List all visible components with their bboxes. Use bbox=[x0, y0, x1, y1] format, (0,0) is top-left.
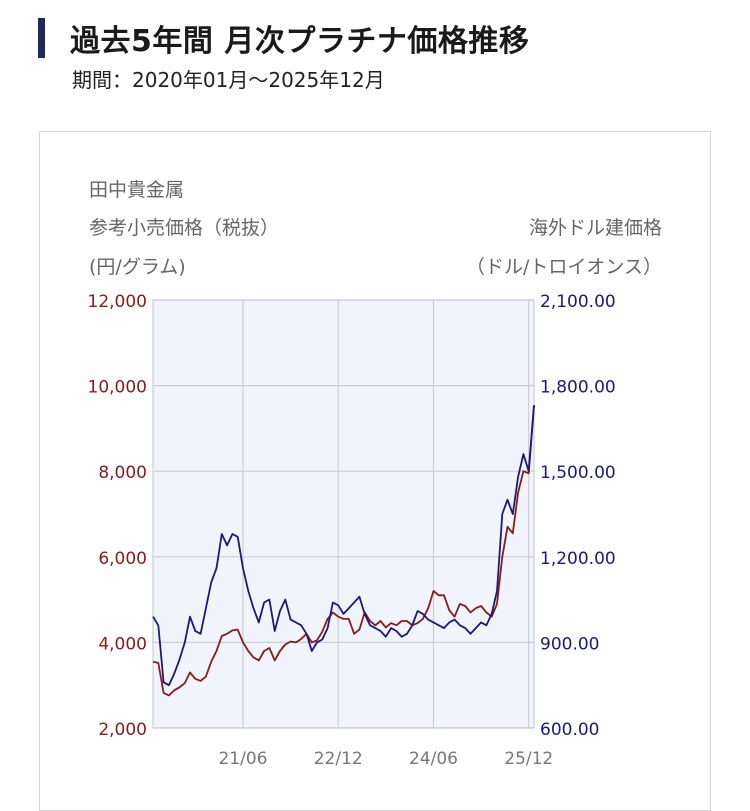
left-y-tick-label: 8,000 bbox=[98, 463, 147, 483]
left-axis-label-line1: 田中貴金属 bbox=[89, 179, 185, 201]
right-y-tick-label: 2,100.00 bbox=[540, 292, 616, 312]
x-tick-label: 22/12 bbox=[314, 749, 363, 769]
left-axis-label-line3: (円/グラム) bbox=[89, 256, 186, 278]
left-axis-label-line2: 参考小売価格（税抜） bbox=[89, 217, 280, 239]
plot-area bbox=[153, 300, 534, 728]
price-chart: 21/06 22/12 24/06 25/12 2,000 4,000 6,000 8,000… bbox=[88, 292, 616, 769]
period-text: 期間：2020年01月〜2025年12月 bbox=[72, 68, 385, 92]
x-tick-label: 24/06 bbox=[409, 749, 458, 769]
plot-border bbox=[152, 299, 535, 729]
series-line-jpy bbox=[152, 404, 535, 697]
left-y-tick-label: 10,000 bbox=[88, 378, 147, 398]
right-y-tick-label: 900.00 bbox=[540, 634, 599, 654]
right-y-tick-label: 1,800.00 bbox=[540, 378, 616, 398]
right-y-tick-label: 600.00 bbox=[540, 720, 599, 740]
left-y-tick-label: 12,000 bbox=[88, 292, 147, 312]
x-tick-label: 21/06 bbox=[218, 749, 267, 769]
title-accent-bar bbox=[38, 18, 45, 58]
right-axis-label-line1: 海外ドル建価格 bbox=[528, 217, 662, 239]
left-y-tick-label: 6,000 bbox=[98, 549, 147, 569]
page-title: 過去5年間 月次プラチナ価格推移 bbox=[70, 24, 530, 59]
left-y-tick-label: 2,000 bbox=[98, 720, 147, 740]
series-line-usd bbox=[152, 405, 535, 687]
left-y-tick-label: 4,000 bbox=[98, 634, 147, 654]
right-axis-label-line2: （ドル/トロイオンス） bbox=[465, 256, 662, 278]
right-y-tick-label: 1,500.00 bbox=[540, 463, 616, 483]
right-y-tick-label: 1,200.00 bbox=[540, 549, 616, 569]
x-tick-label: 25/12 bbox=[504, 749, 553, 769]
